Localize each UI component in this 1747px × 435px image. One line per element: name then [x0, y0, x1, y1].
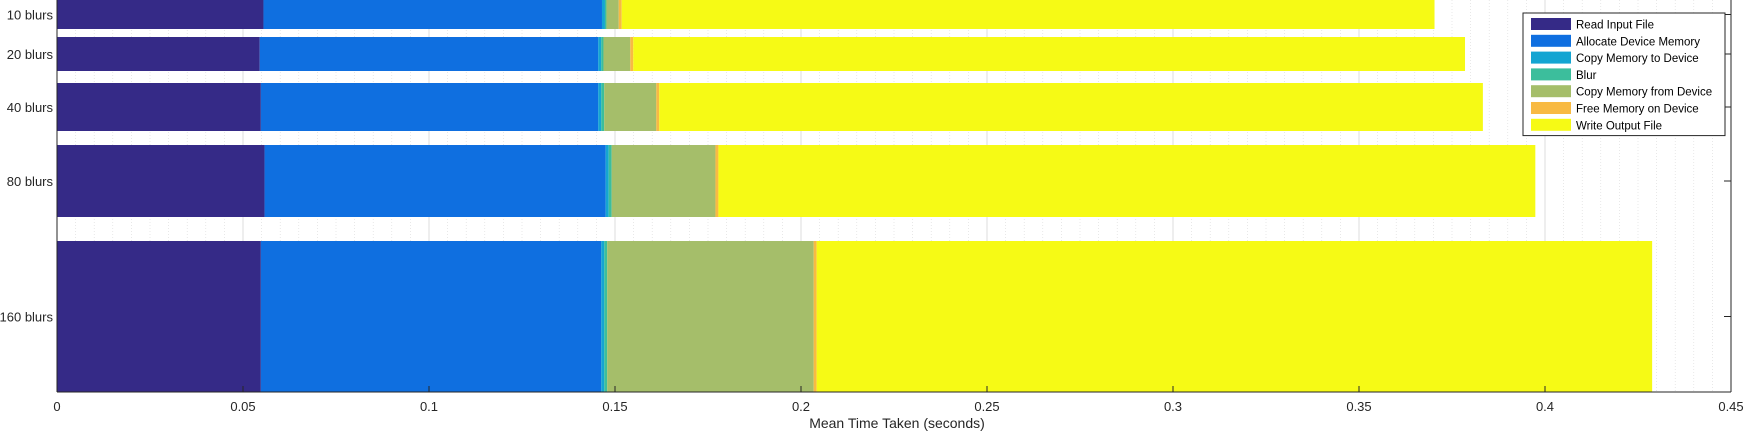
x-tick-label: 0.1	[420, 399, 438, 414]
legend-label: Copy Memory from Device	[1576, 87, 1712, 99]
bar-segment	[601, 83, 605, 131]
bar-segment	[260, 83, 599, 131]
bar-segment	[57, 145, 265, 217]
bar-segment	[598, 37, 602, 71]
legend-label: Allocate Device Memory	[1576, 36, 1700, 48]
legend-swatch	[1531, 118, 1571, 131]
bar-segment	[57, 241, 261, 392]
x-axis-label: Mean Time Taken (seconds)	[809, 415, 985, 431]
bar-segment	[260, 241, 602, 392]
bar-segment	[604, 241, 608, 392]
x-tick-label: 0.15	[602, 399, 627, 414]
legend-swatch	[1531, 18, 1571, 30]
y-tick-label: 10 blurs	[7, 8, 54, 23]
legend: Read Input File Allocate Device Memory Cop…	[1522, 12, 1726, 137]
bar-segment	[621, 0, 1435, 29]
legend-swatch	[1531, 51, 1571, 64]
bar-segment	[718, 145, 1536, 217]
legend-label: Read Input File	[1576, 20, 1654, 32]
legend-swatch	[1531, 85, 1571, 98]
bar-segment	[606, 0, 619, 29]
x-tick-label: 0.3	[1164, 399, 1182, 414]
bar-segment	[57, 0, 264, 29]
bar-segment	[816, 241, 1653, 392]
legend-label: Free Memory on Device	[1576, 104, 1699, 116]
bar-segment	[715, 145, 719, 217]
legend-swatch	[1531, 34, 1571, 47]
bar-segment	[605, 145, 609, 217]
bar-segment	[611, 145, 716, 217]
x-tick-labels: 0 0.05 0.1 0.15 0.2 0.25 0.3 0.35 0.4 0.45	[53, 399, 1743, 414]
bar-segment	[259, 37, 599, 71]
axes-layer	[56, 0, 1732, 393]
bar-segment	[57, 37, 260, 71]
bar-segment	[618, 0, 622, 29]
bar-segment	[57, 83, 261, 131]
bar-segment	[598, 83, 602, 131]
x-tick-label: 0	[53, 399, 60, 414]
bar-segment	[603, 37, 631, 71]
legend-label: Copy Memory to Device	[1576, 53, 1699, 65]
y-tick-label: 80 blurs	[7, 174, 54, 189]
bar-segment	[264, 145, 606, 217]
bar-segment	[604, 0, 607, 29]
legend-label: Write Output File	[1576, 120, 1662, 132]
bar-segment	[601, 241, 605, 392]
bar-segment	[608, 145, 612, 217]
bar-segment	[659, 83, 1483, 131]
y-tick-label: 40 blurs	[7, 100, 54, 115]
y-tick-label: 20 blurs	[7, 47, 54, 62]
bar-segment	[656, 83, 660, 131]
x-tick-label: 0.2	[792, 399, 810, 414]
x-tick-label: 0.25	[974, 399, 999, 414]
legend-label: Blur	[1576, 70, 1597, 82]
bar-segment	[813, 241, 817, 392]
legend-swatch	[1531, 68, 1571, 81]
bar-segment	[633, 37, 1466, 71]
bar-segment	[604, 83, 657, 131]
bar-segment	[263, 0, 602, 29]
bar-segment	[630, 37, 634, 71]
y-tick-label: 160 blurs	[0, 310, 53, 325]
x-tick-label: 0.35	[1346, 399, 1371, 414]
x-tick-label: 0.45	[1718, 399, 1743, 414]
bar-segment	[607, 241, 814, 392]
x-tick-label: 0.4	[1536, 399, 1554, 414]
y-tick-labels: 10 blurs 20 blurs 40 blurs 80 blurs 160 blur…	[0, 8, 53, 325]
legend-swatch	[1531, 102, 1571, 114]
x-tick-label: 0.05	[230, 399, 255, 414]
bars-layer	[57, 0, 1653, 392]
bar-segment	[601, 37, 604, 71]
bar-segment	[601, 0, 605, 29]
